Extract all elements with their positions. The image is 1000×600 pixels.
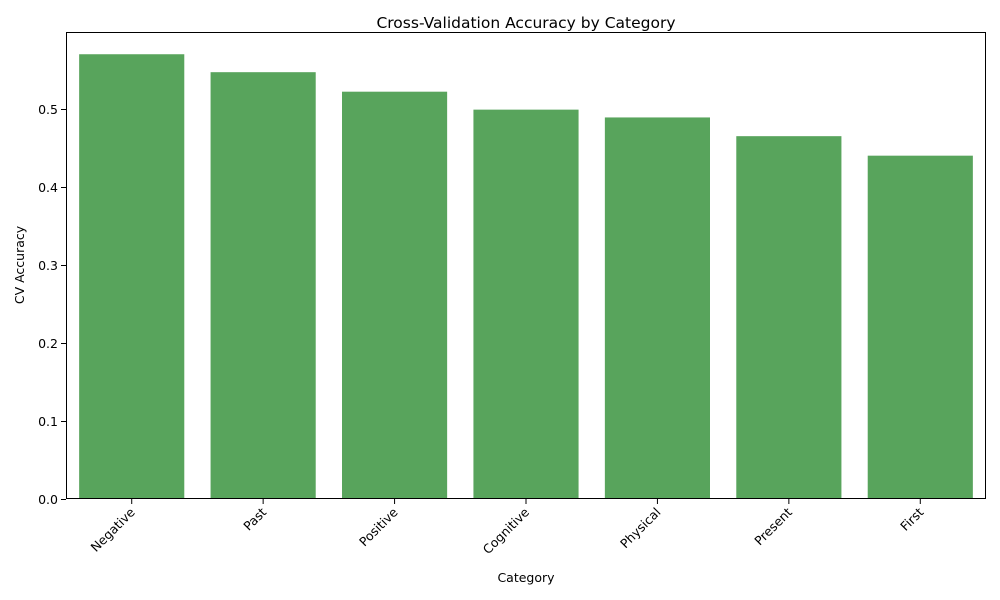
bar-past xyxy=(210,72,316,499)
bar-positive xyxy=(342,91,448,500)
bar-physical xyxy=(604,117,710,499)
x-tick-label: First xyxy=(897,504,926,533)
y-axis: 0.0 0.1 0.2 0.3 0.4 0.5 xyxy=(38,102,66,507)
x-tick-label: Past xyxy=(240,504,269,533)
bar-first xyxy=(867,155,973,499)
bar-negative xyxy=(79,54,185,499)
x-tick-label: Cognitive xyxy=(480,504,533,557)
plot-frame xyxy=(66,32,986,499)
y-axis-label: CV Accuracy xyxy=(12,225,27,304)
bar-present xyxy=(736,136,842,500)
y-tick-label: 0.3 xyxy=(38,258,58,273)
x-tick-label: Physical xyxy=(617,505,664,552)
x-tick-label: Present xyxy=(751,504,795,548)
bar-cognitive xyxy=(473,109,579,500)
x-tick-label: Positive xyxy=(356,504,401,549)
x-axis-label: Category xyxy=(497,570,555,585)
y-tick-label: 0.0 xyxy=(38,492,58,507)
x-axis: Negative Past Positive Cognitive Physical Pre… xyxy=(88,499,926,557)
x-tick-label: Negative xyxy=(88,504,138,554)
y-tick-label: 0.5 xyxy=(38,102,58,117)
chart-title: Cross-Validation Accuracy by Category xyxy=(376,14,675,32)
y-tick-label: 0.2 xyxy=(38,336,58,351)
y-tick-label: 0.1 xyxy=(38,414,58,429)
bars-group xyxy=(79,54,973,500)
y-tick-label: 0.4 xyxy=(38,180,58,195)
